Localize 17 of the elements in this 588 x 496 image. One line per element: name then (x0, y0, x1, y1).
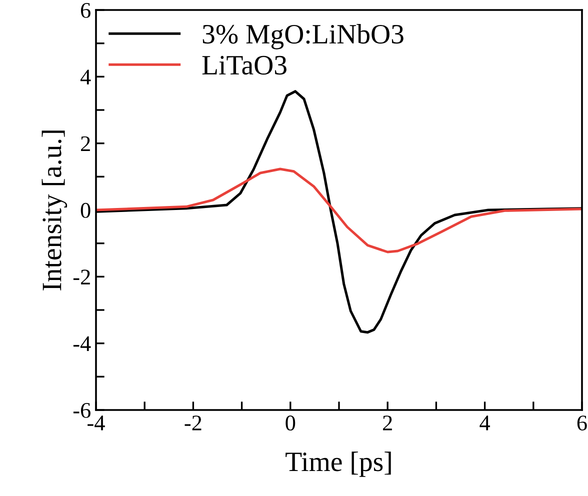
x-tick-label: 4 (480, 416, 490, 430)
x-tick-label: 0 (286, 416, 296, 430)
x-tick-label: 6 (577, 416, 587, 430)
y-tick-label: -4 (73, 336, 91, 352)
line-series (96, 168, 582, 254)
y-tick-label: -2 (73, 270, 90, 284)
y-tick-label: 2 (81, 136, 90, 152)
legend-label: LiTaO3 (202, 56, 286, 75)
y-axis-title: Intensity [a.u.] (42, 130, 68, 290)
x-tick-label: 2 (383, 416, 392, 430)
x-axis-title: Time [ps] (286, 452, 391, 477)
y-tick-label: 0 (80, 202, 90, 218)
y-tick-label: -6 (73, 402, 90, 418)
x-tick-label: -2 (184, 416, 202, 430)
y-tick-label: 6 (80, 2, 90, 18)
y-tick-label: 4 (80, 70, 91, 84)
legend-label: 3% MgO:LiNbO3 (202, 24, 404, 50)
